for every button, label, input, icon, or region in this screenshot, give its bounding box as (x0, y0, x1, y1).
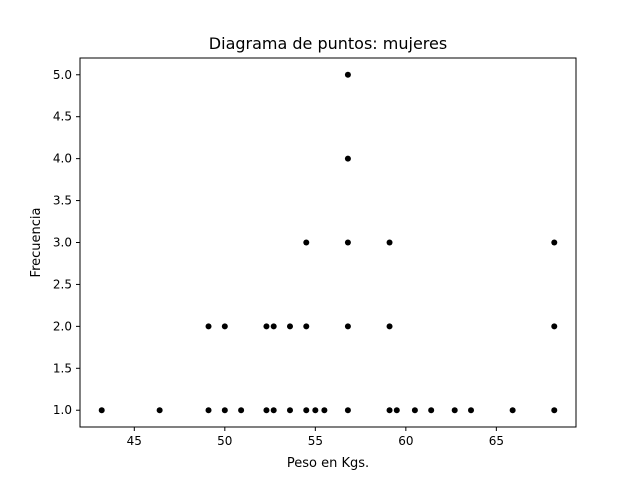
y-axis-ticks: 1.0 1.5 2.0 2.5 3.0 3.5 4.0 4.5 5.0 (53, 68, 80, 417)
y-tick-label: 3.0 (53, 236, 72, 250)
y-tick-label: 1.0 (53, 403, 72, 417)
x-axis-ticks: 45 50 55 60 65 (127, 427, 504, 448)
data-point (205, 407, 212, 414)
data-point (411, 407, 418, 414)
data-point (551, 323, 558, 330)
x-tick-label: 45 (127, 434, 142, 448)
data-point (221, 407, 228, 414)
data-point (386, 323, 393, 330)
data-point (263, 407, 270, 414)
plot-frame (79, 57, 577, 428)
data-point (509, 407, 516, 414)
data-point (156, 407, 163, 414)
data-point (386, 239, 393, 246)
data-point (303, 239, 310, 246)
data-point (393, 407, 400, 414)
data-point (551, 239, 558, 246)
data-point (321, 407, 328, 414)
data-point (344, 239, 351, 246)
data-point (428, 407, 435, 414)
x-tick-label: 60 (398, 434, 413, 448)
data-point (451, 407, 458, 414)
data-point (344, 155, 351, 162)
data-point (344, 71, 351, 78)
data-point (238, 407, 245, 414)
data-point (270, 323, 277, 330)
data-point (263, 323, 270, 330)
y-tick-label: 2.0 (53, 319, 72, 333)
points-layer (98, 71, 558, 414)
data-point (312, 407, 319, 414)
data-point (205, 323, 212, 330)
x-axis-label: Peso en Kgs. (287, 456, 369, 471)
data-point (221, 323, 228, 330)
x-tick-label: 55 (308, 434, 323, 448)
y-tick-label: 1.5 (53, 361, 72, 375)
y-tick-label: 3.5 (53, 194, 72, 208)
data-point (286, 407, 293, 414)
x-tick-label: 50 (217, 434, 232, 448)
data-point (468, 407, 475, 414)
data-point (270, 407, 277, 414)
chart-title: Diagrama de puntos: mujeres (209, 34, 447, 53)
data-point (303, 407, 310, 414)
data-point (344, 407, 351, 414)
y-tick-label: 2.5 (53, 277, 72, 291)
y-tick-label: 5.0 (53, 68, 72, 82)
data-point (286, 323, 293, 330)
y-tick-label: 4.5 (53, 110, 72, 124)
data-point (344, 323, 351, 330)
data-point (551, 407, 558, 414)
data-point (98, 407, 105, 414)
y-tick-label: 4.0 (53, 152, 72, 166)
x-tick-label: 65 (489, 434, 504, 448)
data-point (386, 407, 393, 414)
data-point (303, 323, 310, 330)
y-axis-label: Frecuencia (29, 208, 44, 278)
